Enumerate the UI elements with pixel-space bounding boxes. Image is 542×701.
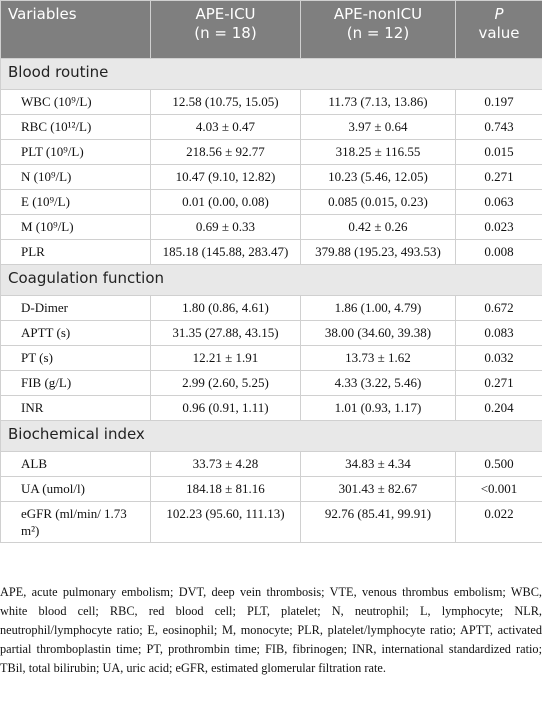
cell: RBC (10¹²/L) <box>0 114 151 140</box>
section-title: Coagulation function <box>0 264 542 296</box>
section-row: Biochemical index <box>0 420 542 452</box>
cell: FIB (g/L) <box>0 370 151 396</box>
cell: 1.86 (1.00, 4.79) <box>300 295 456 321</box>
cell: 0.42 ± 0.26 <box>300 214 456 240</box>
header-text: value <box>478 24 520 42</box>
cell: PT (s) <box>0 345 151 371</box>
cell: 1.01 (0.93, 1.17) <box>300 395 456 421</box>
cell: 10.23 (5.46, 12.05) <box>300 164 456 190</box>
section-title: Biochemical index <box>0 420 542 452</box>
cell: E (10⁹/L) <box>0 189 151 215</box>
header-row: Variables APE-ICU (n = 18) APE-nonICU (n = 1… <box>0 0 542 59</box>
data-row: eGFR (ml/min/ 1.73 m²) 102.23 (95.60, 111… <box>0 501 542 543</box>
cell: 0.008 <box>455 239 542 265</box>
cell: 102.23 (95.60, 111.13) <box>150 501 301 543</box>
cell: ALB <box>0 451 151 477</box>
cell: 0.271 <box>455 370 542 396</box>
header-cell: Variables <box>0 0 151 59</box>
cell: 0.96 (0.91, 1.11) <box>150 395 301 421</box>
header-text: (n = 18) <box>194 24 257 42</box>
cell: <0.001 <box>455 476 542 502</box>
cell: eGFR (ml/min/ 1.73 m²) <box>0 501 151 543</box>
cell: D-Dimer <box>0 295 151 321</box>
cell: 4.03 ± 0.47 <box>150 114 301 140</box>
footnote: APE, acute pulmonary embolism; DVT, deep… <box>0 585 542 675</box>
cell: 12.58 (10.75, 15.05) <box>150 89 301 115</box>
cell: 0.69 ± 0.33 <box>150 214 301 240</box>
header-cell: APE-ICU (n = 18) <box>150 0 301 59</box>
cell: 0.015 <box>455 139 542 165</box>
header-text: Variables <box>8 5 77 23</box>
cell: 184.18 ± 81.16 <box>150 476 301 502</box>
data-row: FIB (g/L) 2.99 (2.60, 5.25) 4.33 (3.22, 5.… <box>0 370 542 396</box>
data-row: N (10⁹/L) 10.47 (9.10, 12.82) 10.23 (5.46,… <box>0 164 542 190</box>
cell: 0.743 <box>455 114 542 140</box>
data-row: INR 0.96 (0.91, 1.11) 1.01 (0.93, 1.17) 0.2… <box>0 395 542 421</box>
cell: 0.204 <box>455 395 542 421</box>
data-row: PT (s) 12.21 ± 1.91 13.73 ± 1.62 0.032 <box>0 345 542 371</box>
cell: 38.00 (34.60, 39.38) <box>300 320 456 346</box>
section-title: Blood routine <box>0 58 542 90</box>
cell: 185.18 (145.88, 283.47) <box>150 239 301 265</box>
cell: 33.73 ± 4.28 <box>150 451 301 477</box>
cell: WBC (10⁹/L) <box>0 89 151 115</box>
cell: 0.271 <box>455 164 542 190</box>
cell: 0.023 <box>455 214 542 240</box>
data-row: WBC (10⁹/L) 12.58 (10.75, 15.05) 11.73 (7.… <box>0 89 542 115</box>
cell: 0.022 <box>455 501 542 543</box>
cell: M (10⁹/L) <box>0 214 151 240</box>
cell: UA (umol/l) <box>0 476 151 502</box>
header-text: APE-ICU <box>195 5 256 23</box>
cell: 301.43 ± 82.67 <box>300 476 456 502</box>
data-row: UA (umol/l) 184.18 ± 81.16 301.43 ± 82.67 <… <box>0 476 542 502</box>
cell: 2.99 (2.60, 5.25) <box>150 370 301 396</box>
cell: 13.73 ± 1.62 <box>300 345 456 371</box>
cell: 0.01 (0.00, 0.08) <box>150 189 301 215</box>
data-row: APTT (s) 31.35 (27.88, 43.15) 38.00 (34.60… <box>0 320 542 346</box>
cell: N (10⁹/L) <box>0 164 151 190</box>
data-table: Variables APE-ICU (n = 18) APE-nonICU (n = 1… <box>0 0 542 543</box>
table-body: Variables APE-ICU (n = 18) APE-nonICU (n = 1… <box>0 0 542 543</box>
data-row: PLR 185.18 (145.88, 283.47) 379.88 (195.23… <box>0 239 542 265</box>
cell: 0.083 <box>455 320 542 346</box>
cell: 1.80 (0.86, 4.61) <box>150 295 301 321</box>
data-row: PLT (10⁹/L) 218.56 ± 92.77 318.25 ± 116.55… <box>0 139 542 165</box>
cell: 0.032 <box>455 345 542 371</box>
cell: 3.97 ± 0.64 <box>300 114 456 140</box>
cell: 0.063 <box>455 189 542 215</box>
cell: PLT (10⁹/L) <box>0 139 151 165</box>
data-row: RBC (10¹²/L) 4.03 ± 0.47 3.97 ± 0.64 0.743 <box>0 114 542 140</box>
cell: 0.197 <box>455 89 542 115</box>
cell: 31.35 (27.88, 43.15) <box>150 320 301 346</box>
cell: APTT (s) <box>0 320 151 346</box>
data-row: ALB 33.73 ± 4.28 34.83 ± 4.34 0.500 <box>0 451 542 477</box>
cell: 318.25 ± 116.55 <box>300 139 456 165</box>
header-text: P <box>494 5 504 23</box>
section-row: Coagulation function <box>0 264 542 296</box>
cell: 10.47 (9.10, 12.82) <box>150 164 301 190</box>
cell: PLR <box>0 239 151 265</box>
header-cell: APE-nonICU (n = 12) <box>300 0 456 59</box>
cell: 92.76 (85.41, 99.91) <box>300 501 456 543</box>
cell: 0.085 (0.015, 0.23) <box>300 189 456 215</box>
cell: 379.88 (195.23, 493.53) <box>300 239 456 265</box>
cell: 11.73 (7.13, 13.86) <box>300 89 456 115</box>
cell: 4.33 (3.22, 5.46) <box>300 370 456 396</box>
header-text: APE-nonICU <box>333 5 423 23</box>
section-row: Blood routine <box>0 58 542 90</box>
data-row: E (10⁹/L) 0.01 (0.00, 0.08) 0.085 (0.015, … <box>0 189 542 215</box>
data-row: M (10⁹/L) 0.69 ± 0.33 0.42 ± 0.26 0.023 <box>0 214 542 240</box>
cell: 0.672 <box>455 295 542 321</box>
cell: 12.21 ± 1.91 <box>150 345 301 371</box>
cell: INR <box>0 395 151 421</box>
cell: 0.500 <box>455 451 542 477</box>
data-row: D-Dimer 1.80 (0.86, 4.61) 1.86 (1.00, 4.79… <box>0 295 542 321</box>
cell: 218.56 ± 92.77 <box>150 139 301 165</box>
header-text: (n = 12) <box>346 24 410 42</box>
cell: 34.83 ± 4.34 <box>300 451 456 477</box>
